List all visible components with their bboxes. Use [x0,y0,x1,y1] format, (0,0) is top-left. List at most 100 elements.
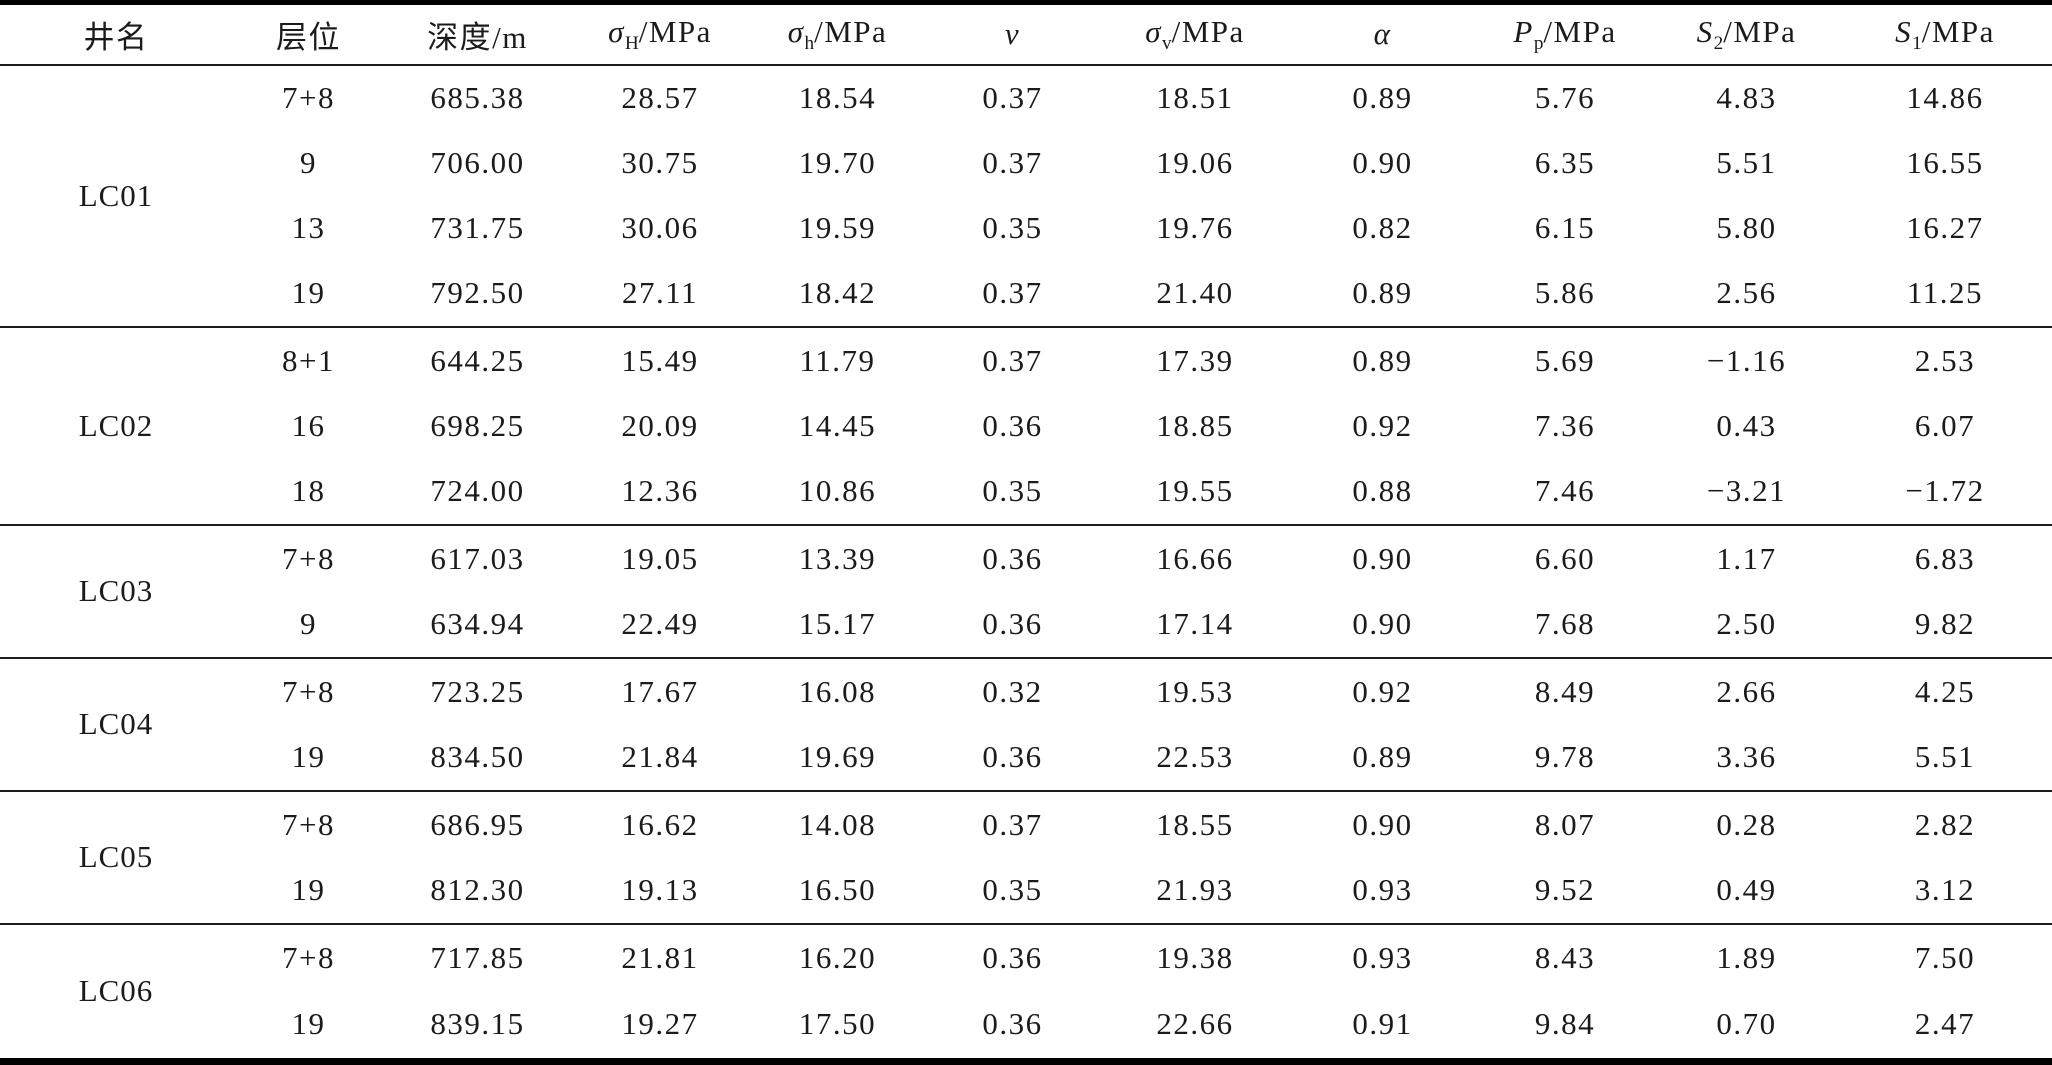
sigma-symbol: σ [1145,13,1162,49]
cell-alpha: 0.93 [1352,939,1413,975]
cell-P_p: 7.36 [1534,407,1596,443]
cell-horizon: 7+8 [282,939,335,975]
cell-S_2: −1.16 [1706,342,1787,378]
cell-S_1: 6.07 [1914,407,1976,443]
cell-sigma_H: 30.06 [621,210,699,246]
cell-alpha: 0.92 [1352,673,1413,709]
cell-S_1: −1.72 [1905,473,1985,508]
well-group-LC01: LC01 7+8 685.38 28.57 18.54 0.37 18.51 0.89 5.76… [0,64,2052,328]
col-header-alpha: α [1290,3,1475,65]
col-header-sigma-H: σH/MPa [570,3,750,65]
cell-nu: 0.37 [982,342,1043,378]
cell-depth: 731.75 [430,210,525,246]
unit-label: /MPa [1543,13,1617,49]
cell-alpha: 0.89 [1352,275,1413,311]
col-header-depth: 深度/m [385,3,570,65]
cell-alpha: 0.90 [1352,606,1413,642]
cell-horizon: 18 [291,473,326,508]
subscript: v [1162,32,1172,54]
sigma-symbol: σ [787,13,805,49]
cell-alpha: 0.89 [1352,739,1413,775]
cell-nu: 0.36 [982,407,1043,443]
table-row: LC05 7+8 686.95 16.62 14.08 0.37 18.55 0.90 8.07… [0,791,2052,875]
table-row: 9 706.00 30.75 19.70 0.37 19.06 0.90 6.35 5.51 16… [0,131,2052,196]
unit-label: /MPa [638,13,712,49]
cell-S_2: 0.28 [1716,806,1777,842]
cell-horizon: 7+8 [282,806,335,842]
sigma-symbol: σ [608,13,625,49]
cell-S_2: 0.43 [1716,407,1777,443]
cell-sigma_H: 12.36 [621,473,699,508]
cell-horizon: 7+8 [282,80,335,116]
cell-depth: 634.94 [430,606,525,642]
table-row: 13 731.75 30.06 19.59 0.35 19.76 0.82 6.15 5.80 1… [0,196,2052,261]
cell-sigma_v: 17.39 [1156,342,1234,378]
cell-S_1: 2.47 [1914,1006,1976,1042]
cell-nu: 0.36 [982,939,1043,975]
cell-depth: 724.00 [430,473,525,508]
cell-depth: 685.38 [430,80,525,116]
cell-sigma_v: 21.40 [1156,275,1234,311]
cell-alpha: 0.89 [1352,342,1413,378]
cell-horizon: 16 [291,407,326,443]
cell-sigma_H: 16.62 [621,806,699,842]
cell-S_1: 5.51 [1914,739,1976,775]
cell-horizon: 9 [300,145,317,181]
cell-depth: 723.25 [430,673,525,709]
cell-depth: 686.95 [430,806,525,842]
cell-sigma_H: 19.27 [621,1006,699,1042]
cell-sigma_v: 17.14 [1156,606,1234,642]
cell-nu: 0.36 [982,739,1043,775]
cell-nu: 0.37 [982,145,1043,181]
subscript: H [624,32,639,54]
cell-alpha: 0.91 [1352,1006,1413,1042]
cell-sigma_v: 19.06 [1156,145,1234,181]
cell-sigma_h: 13.39 [798,540,877,576]
cell-P_p: 6.15 [1534,210,1596,246]
subscript: p [1533,32,1544,54]
cell-sigma_v: 18.55 [1156,806,1234,842]
table-row: LC02 8+1 644.25 15.49 11.79 0.37 17.39 0.89 5.69… [0,327,2052,443]
cell-depth: 617.03 [430,540,525,576]
header-label: 深度/m [427,19,528,55]
cell-depth: 706.00 [430,145,525,181]
col-header-S2: S2/MPa [1655,3,1838,65]
table-row: 19 839.15 19.27 17.50 0.36 22.66 0.91 9.84 0.70 2… [0,990,2052,1061]
cell-sigma_v: 16.66 [1156,540,1234,576]
cell-S_1: 16.27 [1906,210,1984,246]
header-label: 层位 [276,19,341,55]
S-symbol: S [1696,13,1714,49]
cell-S_2: 2.66 [1716,673,1777,709]
cell-depth: 698.25 [430,407,525,443]
cell-horizon: 8+1 [282,342,335,378]
cell-S_2: 3.36 [1716,739,1777,775]
cell-P_p: 9.84 [1534,1006,1596,1042]
cell-nu: 0.36 [982,540,1043,576]
cell-alpha: 0.89 [1352,80,1413,116]
cell-P_p: 9.52 [1534,872,1596,908]
cell-depth: 834.50 [430,739,525,775]
cell-horizon: 9 [300,606,317,642]
alpha-symbol: α [1373,16,1392,52]
cell-P_p: 8.43 [1534,939,1596,975]
cell-sigma_h: 19.69 [798,739,877,775]
cell-alpha: 0.90 [1352,540,1413,576]
cell-S_1: 3.12 [1914,872,1976,908]
cell-P_p: 5.76 [1534,80,1596,116]
col-header-sigma-h: σh/MPa [750,3,925,65]
cell-P_p: 8.49 [1534,673,1596,709]
cell-sigma_H: 22.49 [621,606,699,642]
cell-P_p: 5.69 [1534,342,1596,378]
cell-horizon: 19 [291,275,326,311]
cell-S_2: 1.17 [1716,540,1777,576]
well-group-LC02: LC02 8+1 644.25 15.49 11.79 0.37 17.39 0.89 5.69… [0,327,2052,525]
cell-alpha: 0.92 [1352,407,1413,443]
cell-depth: 839.15 [430,1006,525,1042]
cell-alpha: 0.82 [1352,210,1413,246]
cell-sigma_H: 19.05 [621,540,699,576]
table-row: 18 724.00 12.36 10.86 0.35 19.55 0.88 7.46 −3.21… [0,458,2052,525]
nu-symbol: ν [1004,16,1021,52]
cell-nu: 0.32 [982,673,1043,709]
subscript: 2 [1713,32,1724,54]
